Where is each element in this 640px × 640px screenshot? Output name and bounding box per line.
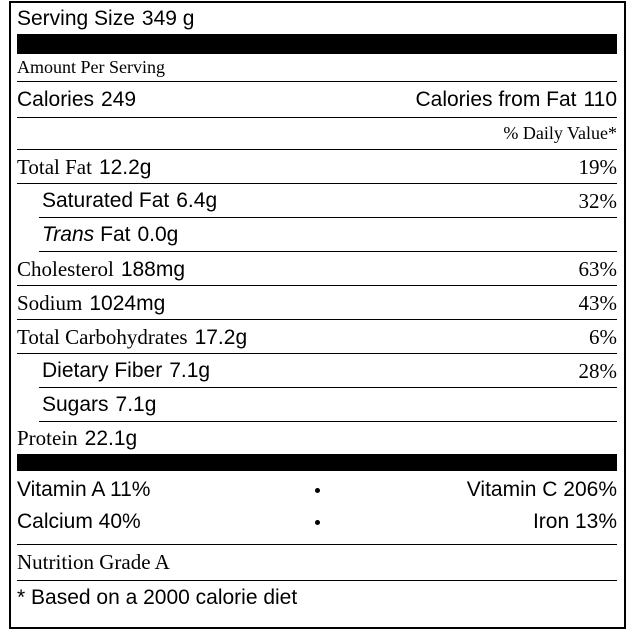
serving-row: Serving Size 349 g — [17, 4, 617, 34]
daily-value: 32% — [578, 188, 618, 213]
nutrient-label: Total Carbohydrates — [17, 324, 188, 349]
nutrient-row: Total Fat 12.2g 19% — [17, 150, 617, 184]
dv-header-row: % Daily Value* — [17, 118, 617, 150]
calories: Calories 249 — [17, 88, 136, 112]
nutrient-row: Trans Fat 0.0g — [17, 218, 617, 252]
calories-amount: 249 — [101, 87, 137, 111]
vitamin-right: Iron 13% — [532, 510, 617, 533]
daily-value: 6% — [589, 324, 617, 349]
nutrient-row: Cholesterol 188mg 63% — [17, 252, 617, 286]
nutrient-amount: 6.4g — [176, 189, 218, 212]
nutrient: Total Carbohydrates 17.2g — [17, 325, 247, 350]
daily-value-header: % Daily Value* — [503, 123, 617, 143]
nutrient: Protein 22.1g — [17, 426, 137, 451]
nutrition-grade: Nutrition Grade A — [17, 550, 170, 574]
amount-row: Amount Per Serving — [17, 54, 617, 82]
nutrient-amount: 12.2g — [98, 155, 152, 179]
nutrient-row: Sodium 1024mg 43% — [17, 286, 617, 320]
separator-dot — [314, 487, 320, 493]
grade-row: Nutrition Grade A — [17, 545, 617, 581]
serving-amount: 349 g — [141, 7, 195, 30]
nutrient-amount: 17.2g — [194, 325, 248, 349]
vitamin-row: Calcium 40% Iron 13% — [17, 506, 617, 538]
amount-per-serving: Amount Per Serving — [17, 57, 165, 77]
nutrient-row: Dietary Fiber 7.1g 28% — [17, 354, 617, 388]
calories-fat-label: Calories from Fat — [415, 87, 577, 111]
nutrient: Sodium 1024mg — [17, 291, 165, 316]
nutrient-label: Protein — [17, 425, 78, 450]
vitamin-right: Vitamin C 206% — [466, 478, 617, 501]
vitamin-row: Vitamin A 11% Vitamin C 206% — [17, 474, 617, 506]
thick-rule — [17, 454, 617, 471]
footnote: * Based on a 2000 calorie diet — [17, 586, 298, 609]
nutrient-amount: 7.1g — [169, 359, 211, 382]
nutrient-label: Sugars — [42, 393, 109, 416]
nutrient-label: Saturated Fat — [42, 189, 170, 212]
nutrient-row: Saturated Fat 6.4g 32% — [17, 184, 617, 218]
nutrient-row: Total Carbohydrates 17.2g 6% — [17, 320, 617, 354]
nutrient: Saturated Fat 6.4g — [42, 189, 217, 213]
vitamin-list: Vitamin A 11% Vitamin C 206% Calcium 40% Ir… — [17, 471, 617, 545]
serving-size: Serving Size 349 g — [17, 7, 194, 31]
nutrient: Cholesterol 188mg — [17, 257, 185, 282]
nutrient-label: Fat — [100, 223, 131, 246]
nutrient: Trans Fat 0.0g — [42, 223, 178, 247]
daily-value: 63% — [578, 256, 618, 281]
daily-value: 43% — [578, 290, 618, 315]
nutrient: Sugars 7.1g — [42, 393, 156, 417]
nutrition-label: Serving Size 349 g Amount Per Serving Cal… — [17, 4, 617, 615]
calories-label: Calories — [17, 87, 95, 111]
nutrient-amount: 7.1g — [115, 393, 157, 416]
nutrient: Dietary Fiber 7.1g — [42, 359, 210, 383]
nutrient-amount: 22.1g — [84, 426, 138, 450]
nutrient-amount: 0.0g — [137, 223, 179, 246]
nutrient-row: Sugars 7.1g — [17, 388, 617, 422]
nutrient-label: Sodium — [17, 290, 83, 315]
serving-label: Serving Size — [17, 7, 135, 30]
nutrient-amount: 188mg — [120, 257, 186, 281]
daily-value: 19% — [578, 154, 618, 179]
nutrient-label-italic: Trans — [42, 223, 95, 246]
vitamin-left: Vitamin A 11% — [17, 478, 151, 501]
nutrient-row: Protein 22.1g — [17, 422, 617, 454]
nutrient-amount: 1024mg — [89, 291, 166, 315]
nutrient-label: Cholesterol — [17, 256, 114, 281]
footnote-row: * Based on a 2000 calorie diet — [17, 581, 617, 615]
separator-dot — [314, 519, 320, 525]
daily-value: 28% — [578, 358, 618, 383]
calories-fat-amount: 110 — [583, 87, 617, 111]
label-frame — [9, 1, 626, 629]
nutrient: Total Fat 12.2g — [17, 155, 152, 180]
vitamin-left: Calcium 40% — [17, 510, 141, 533]
nutrient-label: Dietary Fiber — [42, 359, 163, 382]
calories-row: Calories 249 Calories from Fat 110 — [17, 82, 617, 118]
calories-fat: Calories from Fat 110 — [415, 88, 617, 112]
nutrient-label: Total Fat — [17, 154, 92, 179]
nutrient-list: Total Fat 12.2g 19% Saturated Fat 6.4g 32% Tra… — [17, 150, 617, 454]
thick-rule — [17, 34, 617, 54]
